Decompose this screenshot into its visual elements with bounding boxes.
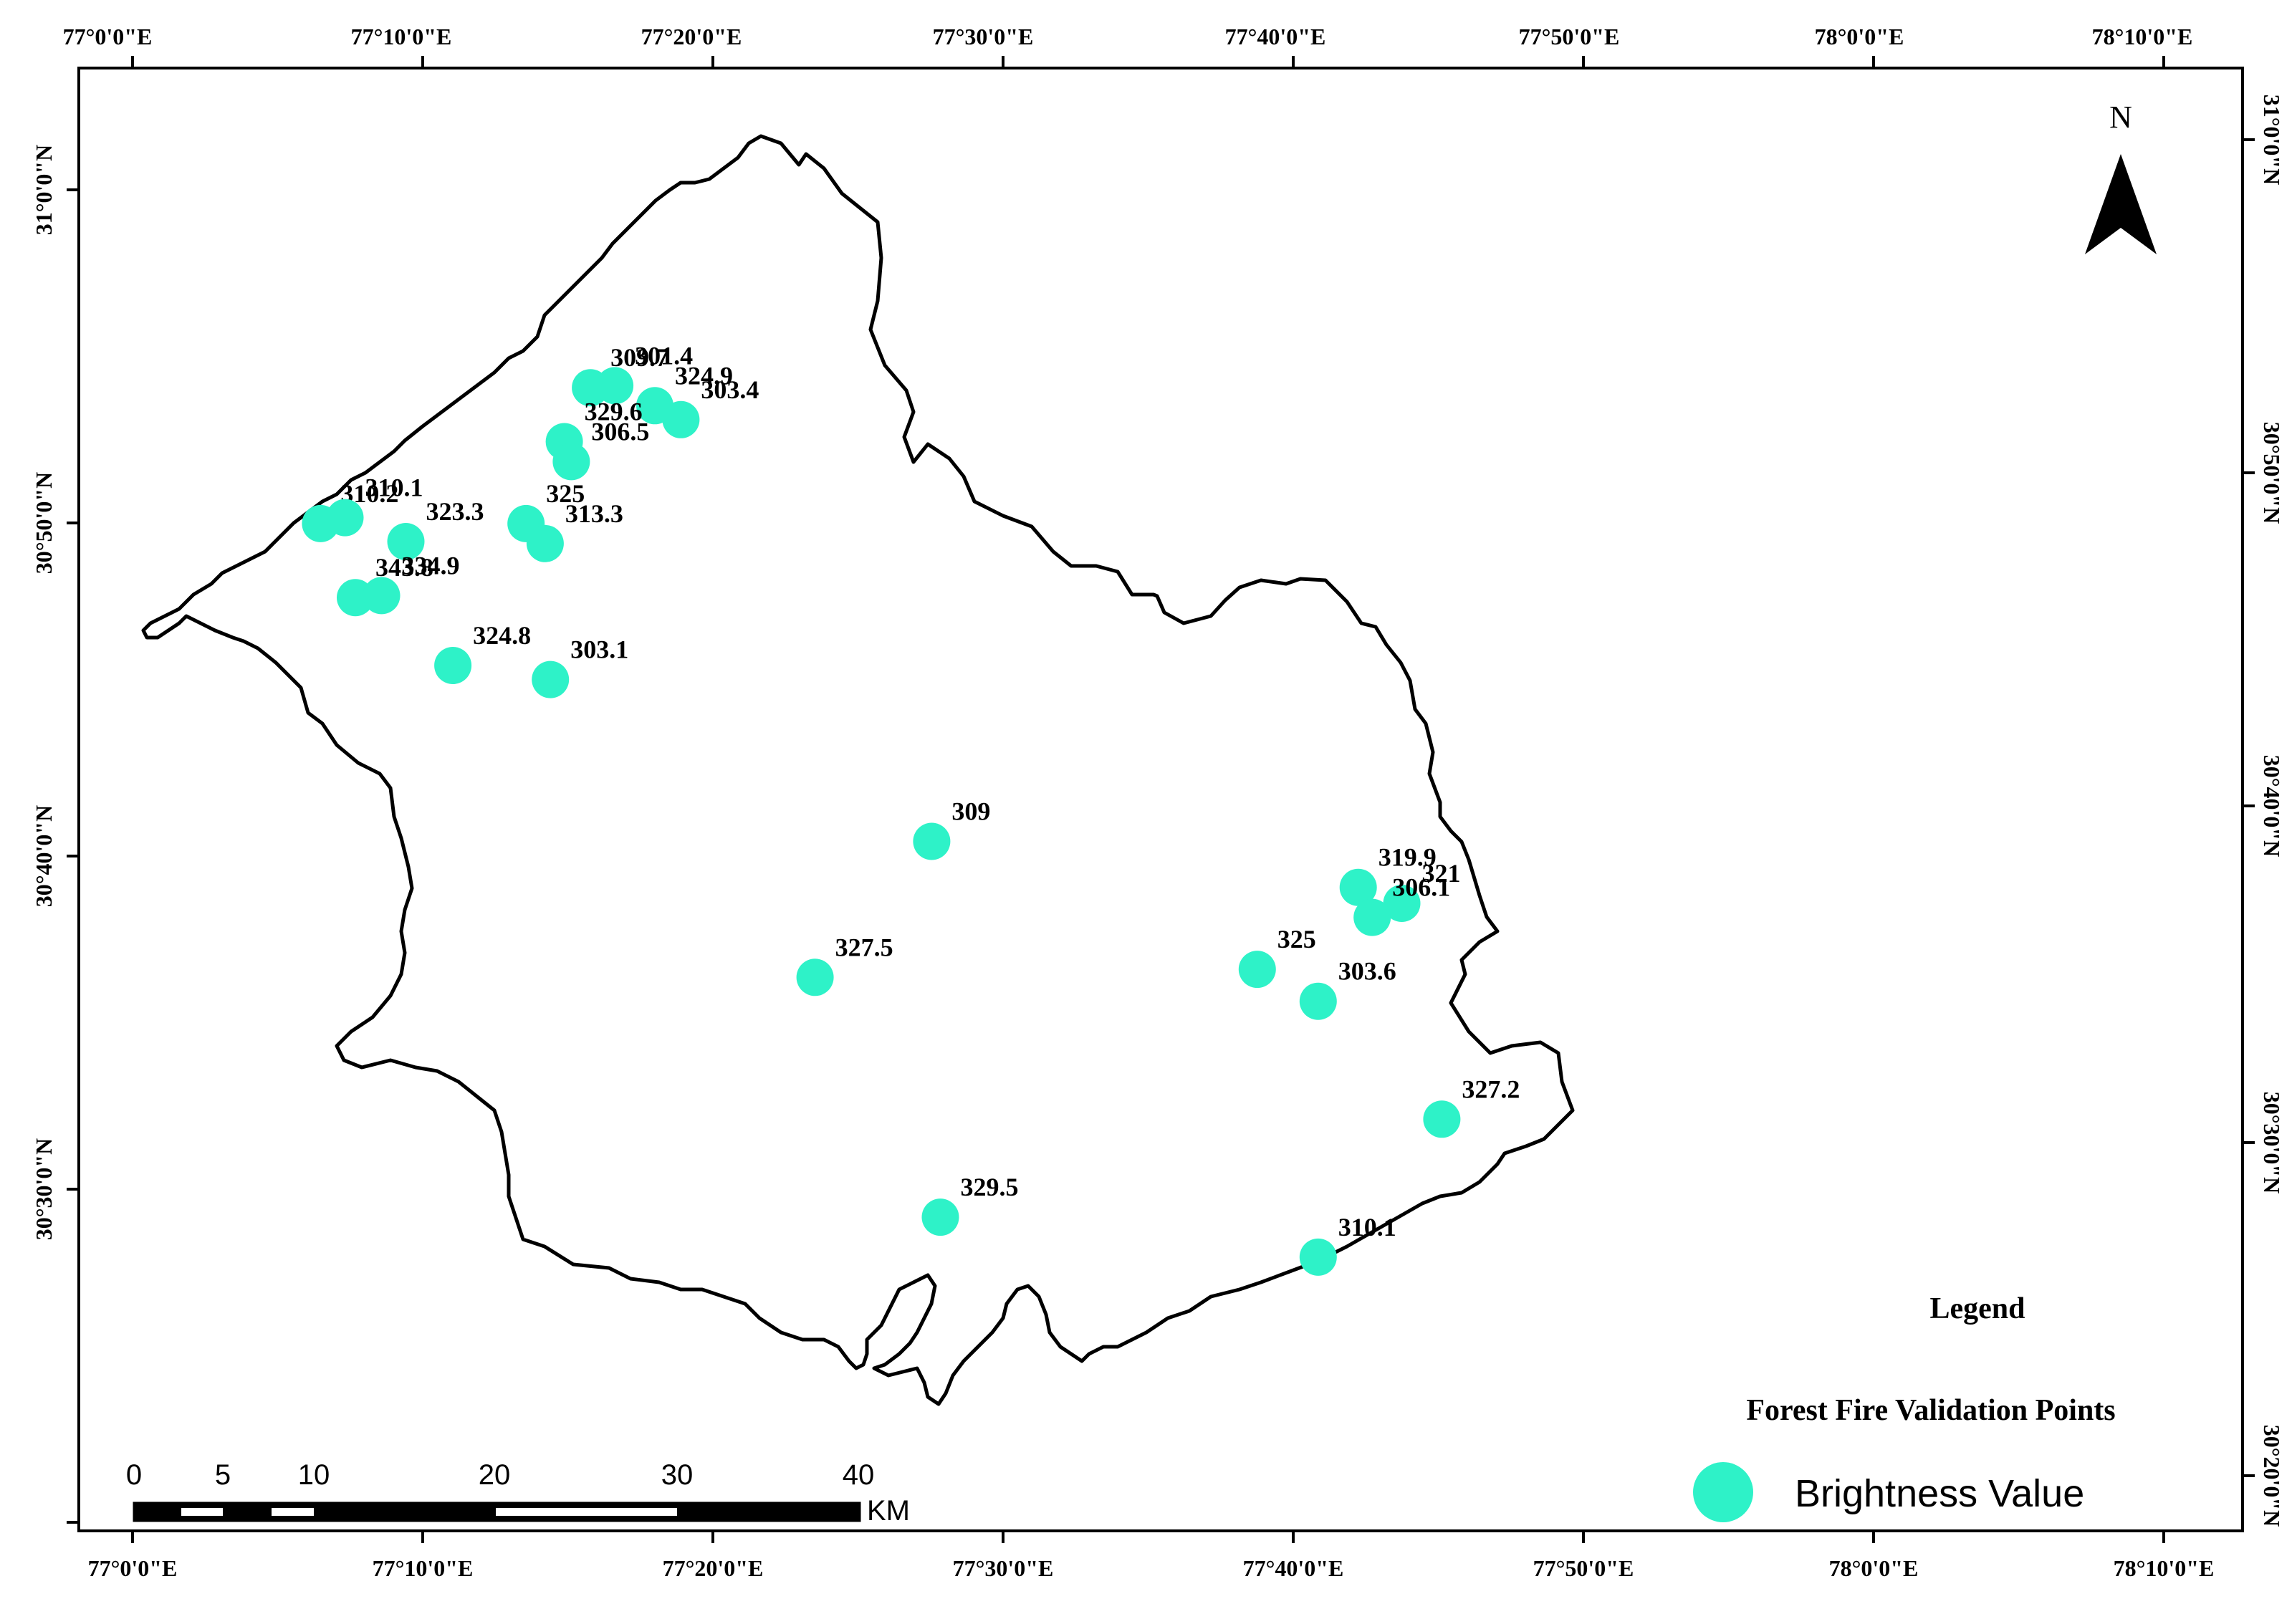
top-label-7: 78°10'0"E bbox=[2092, 24, 2193, 49]
fire-point bbox=[1423, 1100, 1461, 1138]
bottom-label-1: 77°10'0"E bbox=[373, 1555, 474, 1581]
study-area-boundary bbox=[141, 134, 1575, 1406]
fire-point-label: 324.8 bbox=[473, 621, 531, 650]
right-label-2: 30°40'0"N bbox=[2259, 755, 2285, 857]
fire-point-label: 321 bbox=[1422, 859, 1461, 888]
fire-point-label: 324.9 bbox=[675, 361, 733, 390]
fire-point bbox=[1299, 982, 1337, 1020]
fire-point bbox=[1339, 868, 1377, 906]
fire-point bbox=[796, 958, 834, 996]
right-coordinate-labels: 31°0'0"N 30°50'0"N 30°40'0"N 30°30'0"N 3… bbox=[2259, 95, 2285, 1527]
fire-point bbox=[434, 647, 472, 684]
right-label-1: 30°50'0"N bbox=[2259, 422, 2285, 524]
scale-segment bbox=[181, 1508, 223, 1516]
fire-points-layer: 309.7301.4324.9303.4329.6306.5310.2310.1… bbox=[302, 341, 1520, 1276]
legend: Legend Forest Fire Validation Points Bri… bbox=[1693, 1292, 2116, 1522]
fire-point-label: 303.4 bbox=[701, 375, 759, 404]
left-label-1: 30°50'0"N bbox=[31, 472, 57, 575]
fire-point bbox=[326, 499, 364, 537]
fire-point bbox=[921, 1198, 959, 1236]
fire-point bbox=[913, 822, 951, 860]
fire-point bbox=[662, 400, 700, 438]
left-coordinate-labels: 31°0'0"N 30°50'0"N 30°40'0"N 30°30'0"N bbox=[31, 145, 57, 1241]
fire-point bbox=[1299, 1238, 1337, 1276]
bottom-label-6: 78°0'0"E bbox=[1829, 1555, 1919, 1581]
scale-unit: KM bbox=[867, 1495, 910, 1527]
fire-point-label: 325 bbox=[546, 479, 585, 508]
left-label-3: 30°30'0"N bbox=[31, 1138, 57, 1241]
top-label-6: 78°0'0"E bbox=[1815, 24, 1904, 49]
top-label-3: 77°30'0"E bbox=[933, 24, 1034, 49]
fire-point bbox=[526, 524, 564, 562]
fire-point bbox=[596, 367, 634, 405]
fire-point-label: 303.6 bbox=[1338, 957, 1396, 986]
scale-tick-5: 40 bbox=[843, 1459, 875, 1491]
fire-point-label: 329.6 bbox=[585, 398, 643, 426]
scale-segment bbox=[272, 1508, 314, 1516]
fire-point-label: 310.1 bbox=[1338, 1213, 1396, 1241]
right-label-4: 30°20'0"N bbox=[2259, 1425, 2285, 1527]
fire-point-label: 301.4 bbox=[635, 341, 693, 370]
legend-title: Legend bbox=[1929, 1292, 2025, 1325]
north-arrow: N bbox=[2085, 100, 2157, 254]
top-label-4: 77°40'0"E bbox=[1225, 24, 1326, 49]
fire-point bbox=[1353, 898, 1391, 936]
bottom-label-5: 77°50'0"E bbox=[1533, 1555, 1634, 1581]
right-label-0: 31°0'0"N bbox=[2259, 95, 2285, 186]
scale-tick-4: 30 bbox=[661, 1459, 694, 1491]
fire-point bbox=[532, 660, 570, 698]
top-label-0: 77°0'0"E bbox=[63, 24, 153, 49]
fire-point-label: 313.3 bbox=[565, 499, 623, 528]
fire-point-label: 327.2 bbox=[1462, 1075, 1520, 1103]
legend-item-label: Brightness Value bbox=[1795, 1472, 2084, 1515]
fire-point-label: 310.1 bbox=[365, 474, 423, 502]
scale-tick-1: 5 bbox=[215, 1459, 231, 1491]
top-coordinate-labels: 77°0'0"E 77°10'0"E 77°20'0"E 77°30'0"E 7… bbox=[63, 24, 2193, 49]
fire-point-label: 309.7 bbox=[610, 343, 668, 372]
left-label-2: 30°40'0"N bbox=[31, 805, 57, 908]
bottom-label-4: 77°40'0"E bbox=[1243, 1555, 1344, 1581]
map-frame bbox=[77, 67, 2244, 1532]
scale-segment bbox=[496, 1508, 677, 1516]
scale-bar: 0 5 10 20 30 40 KM bbox=[126, 1459, 910, 1527]
fire-point bbox=[363, 577, 401, 615]
fire-point-label: 306.1 bbox=[1392, 873, 1450, 902]
fire-point-label: 303.1 bbox=[570, 635, 628, 664]
fire-point-label: 329.5 bbox=[961, 1173, 1019, 1201]
scale-tick-2: 10 bbox=[298, 1459, 330, 1491]
top-label-2: 77°20'0"E bbox=[641, 24, 742, 49]
fire-point bbox=[1238, 951, 1276, 989]
fire-point-label: 334.9 bbox=[402, 551, 460, 580]
frame-ticks bbox=[67, 56, 2255, 1543]
bottom-label-2: 77°20'0"E bbox=[663, 1555, 764, 1581]
bottom-label-7: 78°10'0"E bbox=[2114, 1555, 2215, 1581]
legend-subtitle: Forest Fire Validation Points bbox=[1746, 1394, 2115, 1427]
scale-tick-3: 20 bbox=[479, 1459, 511, 1491]
left-label-0: 31°0'0"N bbox=[31, 145, 57, 236]
fire-point-label: 325 bbox=[1277, 925, 1316, 953]
top-label-5: 77°50'0"E bbox=[1519, 24, 1620, 49]
fire-point bbox=[552, 443, 590, 481]
fire-point-label: 306.5 bbox=[591, 417, 649, 446]
fire-point bbox=[387, 523, 425, 560]
bottom-coordinate-labels: 77°0'0"E 77°10'0"E 77°20'0"E 77°30'0"E 7… bbox=[88, 1555, 2215, 1581]
bottom-label-0: 77°0'0"E bbox=[88, 1555, 178, 1581]
fire-point-label: 327.5 bbox=[835, 933, 893, 961]
scale-tick-0: 0 bbox=[126, 1459, 142, 1491]
top-label-1: 77°10'0"E bbox=[351, 24, 452, 49]
right-label-3: 30°30'0"N bbox=[2259, 1092, 2285, 1194]
bottom-label-3: 77°30'0"E bbox=[953, 1555, 1054, 1581]
fire-point-label: 323.3 bbox=[426, 497, 484, 526]
fire-point-label: 319.9 bbox=[1378, 843, 1437, 872]
fire-point-label: 309 bbox=[951, 797, 990, 826]
fire-point bbox=[1383, 885, 1421, 922]
fire-point-label: 343.8 bbox=[375, 553, 433, 582]
north-arrow-icon bbox=[2085, 154, 2157, 254]
north-label: N bbox=[2109, 100, 2132, 135]
legend-marker-icon bbox=[1693, 1462, 1753, 1522]
